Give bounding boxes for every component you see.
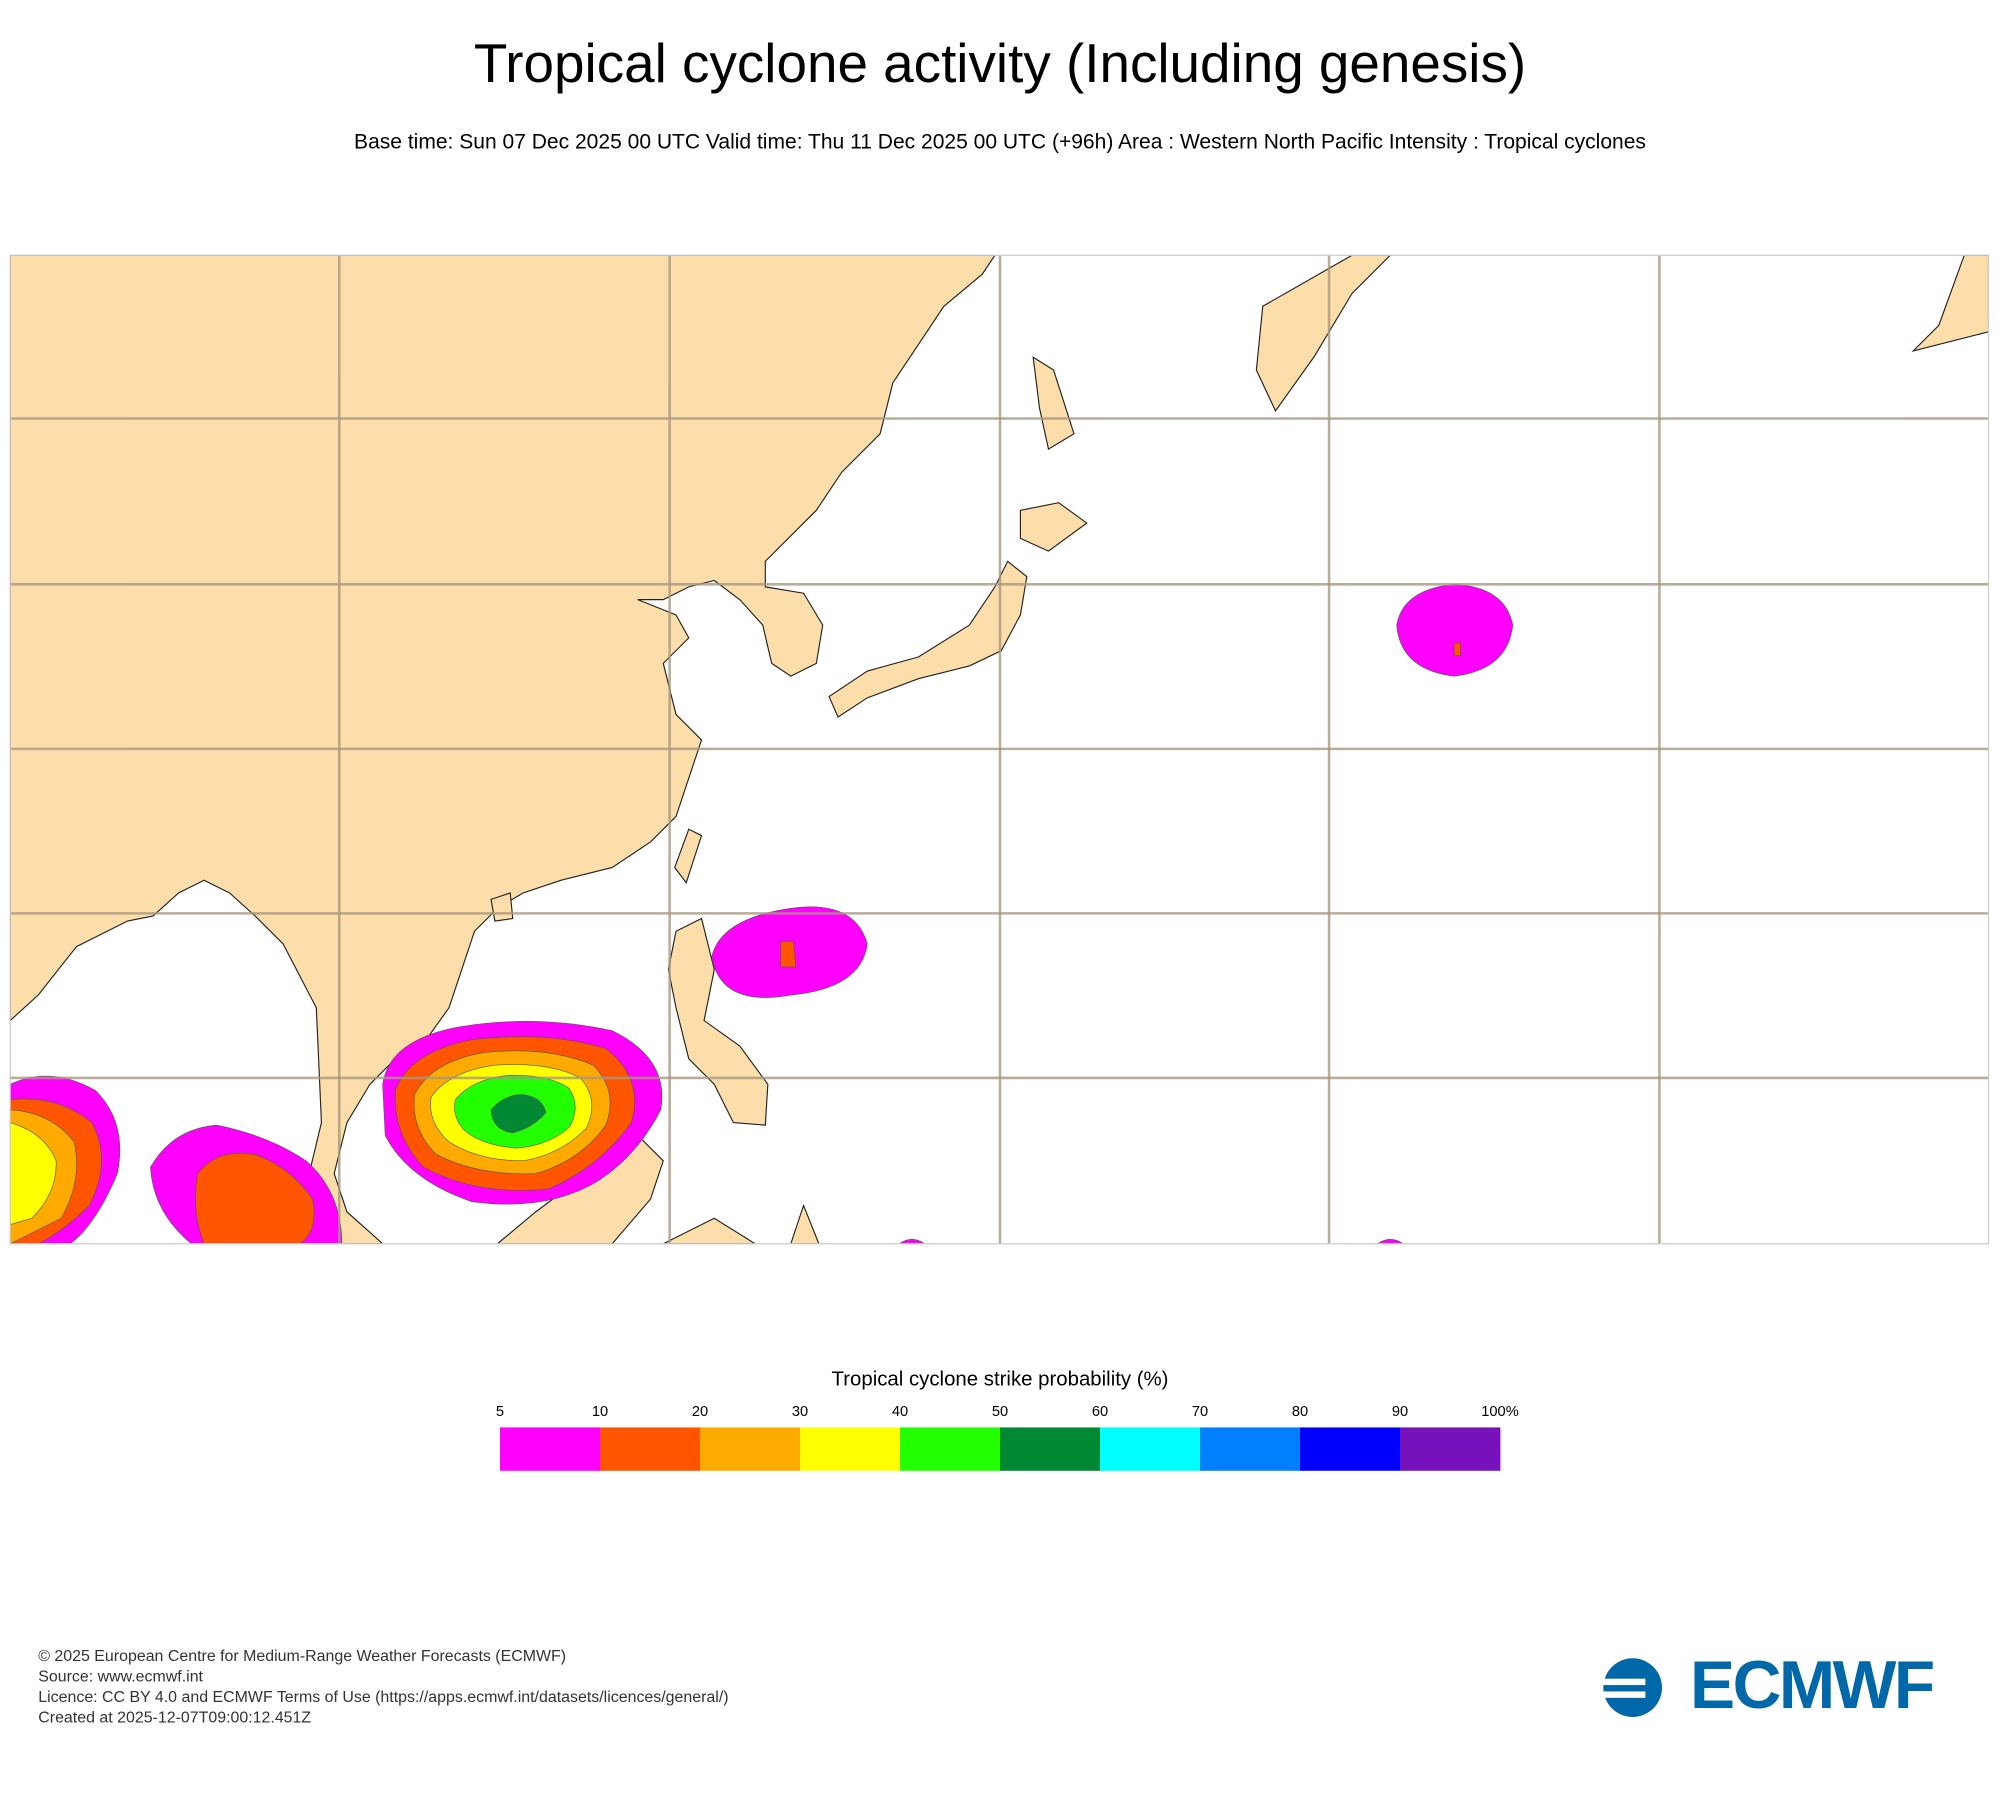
legend-swatch xyxy=(1400,1427,1501,1471)
logo: ECMWF xyxy=(1594,1648,1935,1723)
legend-tick-label: 60 xyxy=(1092,1404,1108,1420)
probability-area xyxy=(195,1152,315,1244)
title: Tropical cyclone activity (Including gen… xyxy=(474,32,1526,94)
map-frame xyxy=(9,254,1990,1245)
legend-tick-label: 90 xyxy=(1392,1404,1408,1420)
footer-line: © 2025 European Centre for Medium-Range … xyxy=(38,1648,566,1665)
legend-tick-label: 40 xyxy=(892,1404,908,1420)
legend-swatch xyxy=(899,1427,1001,1471)
legend-swatch xyxy=(1000,1427,1101,1471)
probability-area xyxy=(1453,642,1461,657)
probability-areas xyxy=(10,583,1514,1244)
footer: © 2025 European Centre for Medium-Range … xyxy=(38,1648,728,1726)
probability-area xyxy=(1396,583,1514,677)
legend-tick-label: 80 xyxy=(1292,1404,1308,1420)
legend: 5 10 20 30 40 50 60 70 80 90 100% xyxy=(496,1404,1519,1471)
legend-swatch xyxy=(1300,1427,1401,1471)
legend-swatch xyxy=(1200,1427,1301,1471)
subtitle: Base time: Sun 07 Dec 2025 00 UTC Valid … xyxy=(354,131,1646,154)
legend-swatch xyxy=(800,1427,901,1471)
legend-tick-label: 100% xyxy=(1481,1404,1519,1420)
probability-area xyxy=(780,941,797,968)
legend-title: Tropical cyclone strike probability (%) xyxy=(832,1369,1169,1391)
legend-tick-label: 50 xyxy=(992,1404,1008,1420)
probability-area xyxy=(490,1094,547,1134)
legend-swatch xyxy=(700,1427,801,1471)
map xyxy=(10,255,1989,1244)
legend-tick-label: 20 xyxy=(692,1404,708,1420)
legend-swatch xyxy=(500,1427,601,1471)
logo-text: ECMWF xyxy=(1690,1648,1933,1723)
footer-line: Created at 2025-12-07T09:00:12.451Z xyxy=(38,1709,311,1726)
legend-swatch xyxy=(600,1427,701,1471)
legend-tick-label: 10 xyxy=(592,1404,608,1420)
legend-swatch xyxy=(1100,1427,1201,1471)
legend-tick-label: 5 xyxy=(496,1404,504,1420)
footer-line: Licence: CC BY 4.0 and ECMWF Terms of Us… xyxy=(38,1689,728,1706)
probability-area xyxy=(10,1122,57,1225)
legend-tick-label: 30 xyxy=(792,1404,808,1420)
legend-tick-label: 70 xyxy=(1192,1404,1208,1420)
footer-line: Source: www.ecmwf.int xyxy=(38,1669,203,1686)
map-grid xyxy=(10,255,1989,1244)
